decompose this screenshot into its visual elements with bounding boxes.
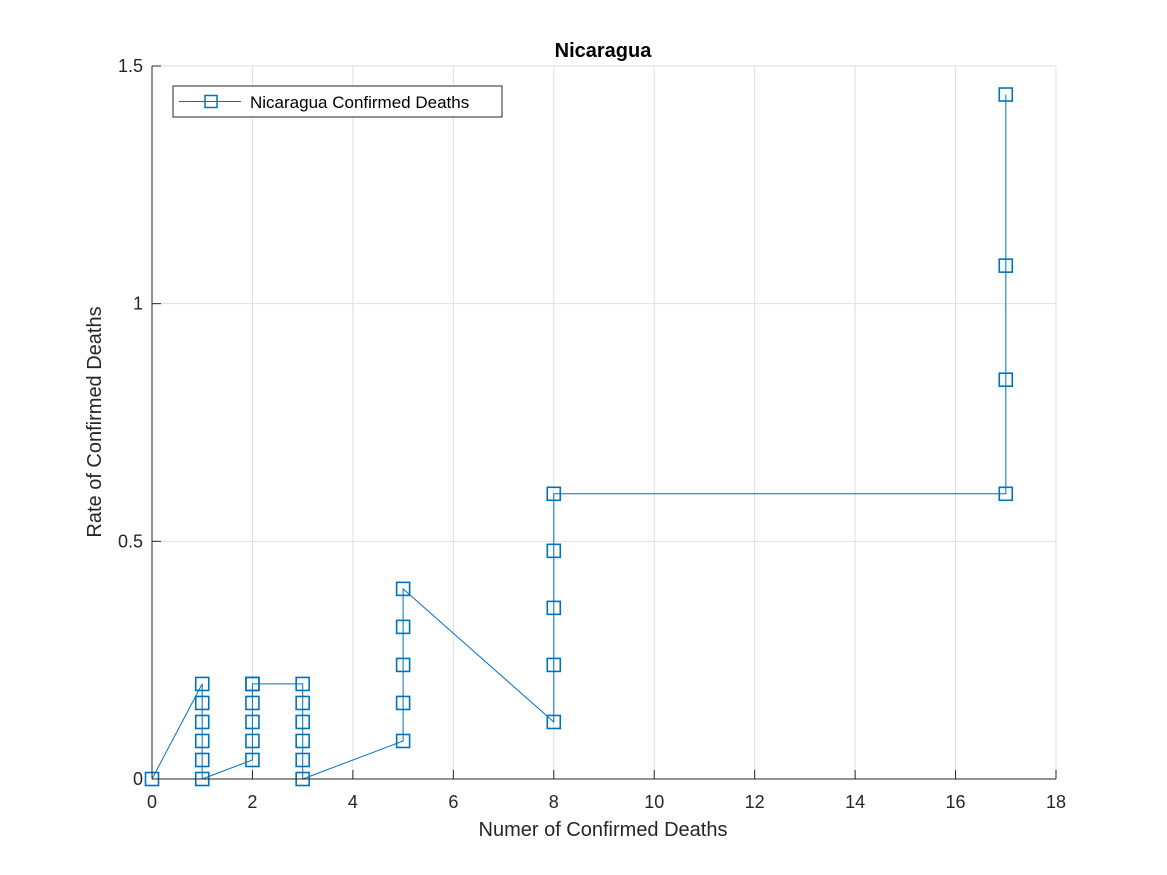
- x-tick-label: 8: [549, 792, 559, 812]
- data-point: [998, 486, 1014, 502]
- x-tick-label: 2: [247, 792, 257, 812]
- series-line: [151, 94, 1007, 780]
- data-point: [295, 695, 310, 711]
- x-tick-label: 16: [946, 792, 966, 812]
- x-tick-label: 10: [644, 792, 664, 812]
- y-tick-label: 0: [133, 769, 143, 789]
- legend-label: Nicaragua Confirmed Deaths: [250, 93, 469, 112]
- legend-square-marker: [204, 94, 218, 109]
- ticks: 0 2 4 6 8 10 12 14 16 18 0 0.5 1 1.5: [118, 56, 1066, 812]
- x-tick-label: 12: [745, 792, 765, 812]
- y-axis-label: Rate of Confirmed Deaths: [84, 306, 106, 537]
- x-tick-label: 6: [448, 792, 458, 812]
- data-point: [295, 733, 310, 749]
- data-point: [395, 619, 411, 635]
- data-point: [395, 695, 411, 711]
- data-point: [245, 733, 260, 749]
- x-axis-label: Numer of Confirmed Deaths: [479, 819, 728, 841]
- x-tick-label: 4: [348, 792, 358, 812]
- data-point: [546, 657, 562, 673]
- data-point: [194, 695, 210, 711]
- data-point: [998, 372, 1014, 388]
- data-point: [998, 258, 1014, 273]
- data-point: [998, 87, 1014, 102]
- data-point: [295, 752, 310, 768]
- data-point: [245, 714, 260, 730]
- data-point: [245, 695, 260, 711]
- data-point: [245, 676, 260, 692]
- x-tick-label: 14: [845, 792, 865, 812]
- data-point: [546, 543, 562, 559]
- y-tick-label: 1: [133, 294, 143, 314]
- legend: Nicaragua Confirmed Deaths: [172, 85, 503, 118]
- data-point: [245, 752, 260, 768]
- data-point: [194, 714, 210, 730]
- data-point: [546, 714, 562, 730]
- data-point: [546, 486, 562, 502]
- data-point: [295, 714, 310, 730]
- data-point: [395, 733, 411, 749]
- x-tick-label: 0: [147, 792, 157, 812]
- y-tick-label: 0.5: [118, 531, 143, 551]
- data-point: [194, 733, 210, 749]
- x-tick-label: 18: [1046, 792, 1066, 812]
- data-point: [295, 676, 310, 692]
- y-tick-label: 1.5: [118, 56, 143, 76]
- axes: [151, 66, 1056, 780]
- data-point: [546, 600, 562, 616]
- chart-title: Nicaragua: [555, 40, 653, 62]
- data-point: [395, 581, 411, 597]
- series-layer: [144, 87, 1014, 787]
- data-point: [194, 676, 210, 692]
- data-point: [395, 657, 411, 673]
- data-point: [194, 752, 210, 768]
